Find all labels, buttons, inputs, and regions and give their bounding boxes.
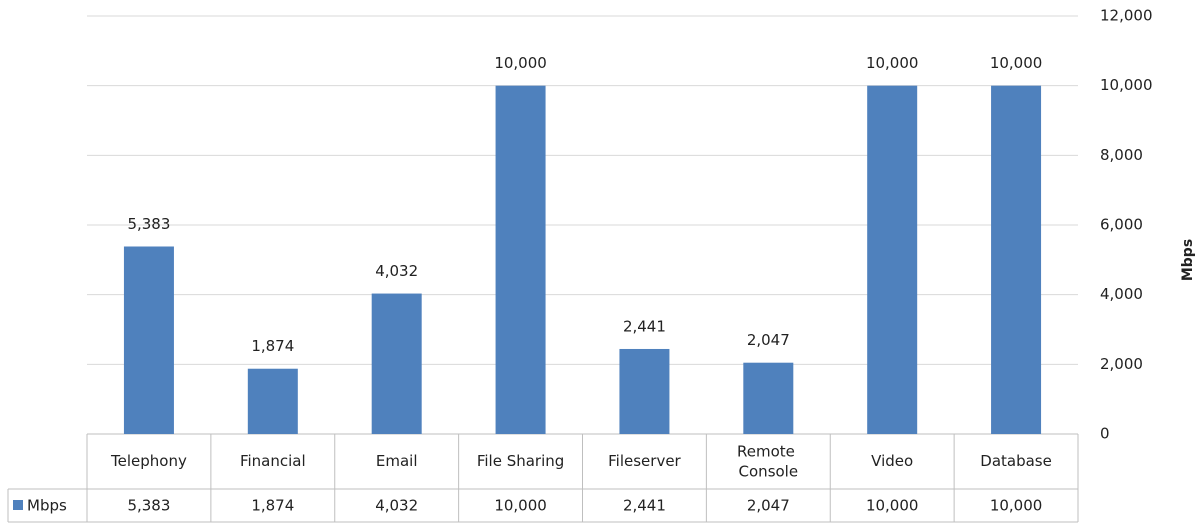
bar [495, 85, 546, 435]
table-value: 5,383 [127, 497, 170, 515]
legend-label: Mbps [27, 497, 67, 515]
x-tick-label: Telephony [110, 452, 187, 470]
x-tick-label: Remote Console [737, 442, 800, 480]
bar [991, 85, 1042, 435]
data-label: 5,383 [127, 215, 170, 233]
y-tick-label: 0 [1100, 425, 1110, 443]
table-value: 10,000 [866, 497, 919, 515]
y-tick-label: 8,000 [1100, 146, 1143, 164]
table-value: 10,000 [494, 497, 547, 515]
table-value: 1,874 [251, 497, 294, 515]
y-tick-label: 6,000 [1100, 216, 1143, 234]
y-tick-label: 12,000 [1100, 7, 1153, 25]
y-axis-label: Mbps [1180, 239, 1196, 281]
table-value: 4,032 [375, 497, 418, 515]
x-tick-label: Database [980, 452, 1052, 470]
x-tick-label: Video [871, 452, 913, 470]
legend-swatch [13, 500, 23, 510]
x-tick-label: Fileserver [608, 452, 681, 470]
data-label: 2,441 [623, 317, 666, 335]
x-tick-label: Email [376, 452, 418, 470]
table-value: 2,441 [623, 497, 666, 515]
y-tick-label: 10,000 [1100, 76, 1153, 94]
bar [123, 246, 174, 434]
data-label: 2,047 [747, 331, 790, 349]
x-tick-label: File Sharing [477, 452, 564, 470]
data-label: 10,000 [494, 54, 547, 72]
y-tick-label: 4,000 [1100, 285, 1143, 303]
data-label: 1,874 [251, 337, 294, 355]
data-label: 4,032 [375, 262, 418, 280]
x-tick-label: Financial [240, 452, 306, 470]
data-label: 10,000 [990, 54, 1043, 72]
table-value: 2,047 [747, 497, 790, 515]
bar [247, 368, 298, 434]
y-tick-label: 2,000 [1100, 355, 1143, 373]
bar [371, 293, 422, 434]
bar [743, 362, 794, 434]
data-label: 10,000 [866, 54, 919, 72]
bar [619, 348, 670, 434]
table-value: 10,000 [990, 497, 1043, 515]
bar [867, 85, 918, 435]
